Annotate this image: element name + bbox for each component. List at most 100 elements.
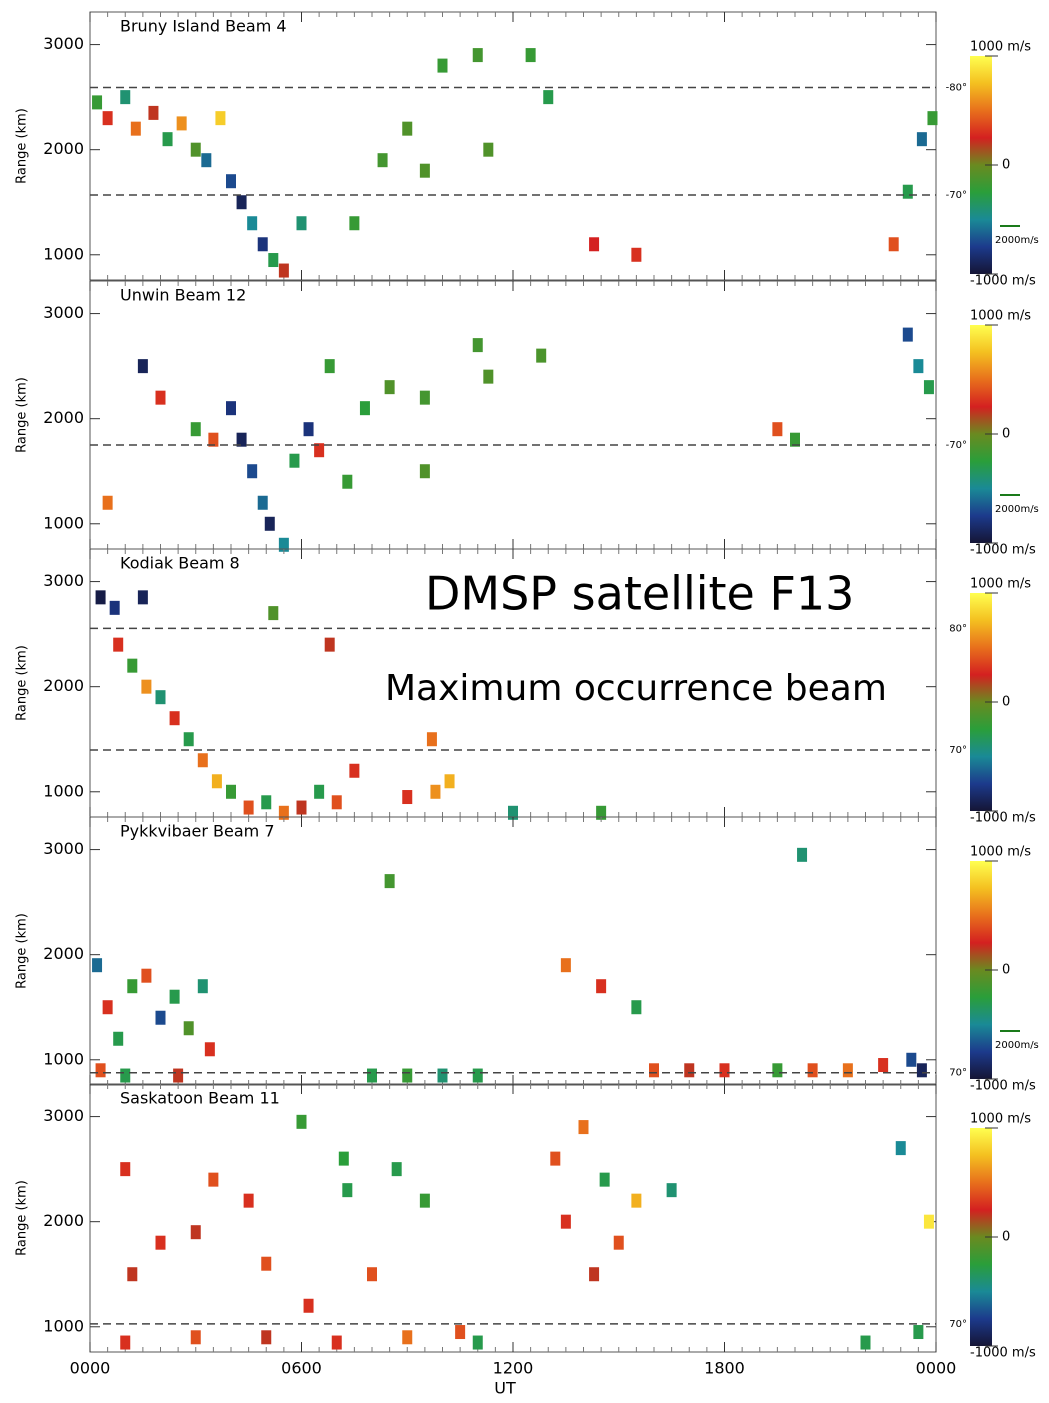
echo bbox=[895, 1141, 906, 1156]
echo bbox=[842, 1063, 853, 1078]
echo bbox=[190, 142, 201, 157]
colorbar-label: -1000 m/s bbox=[970, 811, 1036, 826]
colorbar-label: 1000 m/s bbox=[970, 309, 1031, 324]
echo bbox=[331, 795, 342, 810]
y-tick-label: 1000 bbox=[43, 781, 84, 800]
echo bbox=[148, 105, 159, 120]
y-axis-label: Range (km) bbox=[15, 645, 30, 721]
colorbar bbox=[970, 593, 992, 811]
plot-frame bbox=[89, 816, 937, 1086]
echo bbox=[596, 805, 607, 820]
echo bbox=[162, 132, 173, 147]
echo bbox=[402, 790, 413, 805]
echo bbox=[384, 380, 395, 395]
echo bbox=[391, 1162, 402, 1177]
y-tick-label: 2000 bbox=[43, 139, 84, 158]
echo bbox=[208, 432, 219, 447]
echo bbox=[201, 153, 212, 168]
echo bbox=[268, 606, 279, 621]
echo bbox=[169, 989, 180, 1004]
echo bbox=[127, 658, 138, 673]
y-tick-label: 3000 bbox=[43, 1106, 84, 1125]
plot-frame bbox=[89, 280, 937, 550]
echo bbox=[127, 979, 138, 994]
echo bbox=[324, 359, 335, 374]
panel-title: Saskatoon Beam 11 bbox=[120, 1089, 280, 1108]
echo bbox=[472, 1068, 483, 1083]
echo bbox=[236, 195, 247, 210]
echo bbox=[596, 979, 607, 994]
echo bbox=[289, 453, 300, 468]
echo bbox=[303, 1298, 314, 1313]
echo bbox=[296, 1114, 307, 1129]
y-tick-label: 1000 bbox=[43, 1316, 84, 1335]
echo bbox=[102, 1000, 113, 1015]
echo bbox=[419, 390, 430, 405]
latitude-label: 80° bbox=[949, 623, 967, 634]
echo bbox=[296, 800, 307, 815]
echo bbox=[719, 1063, 730, 1078]
echo bbox=[109, 600, 120, 615]
echo bbox=[437, 1068, 448, 1083]
latitude-label: -70° bbox=[946, 440, 967, 451]
echo bbox=[419, 1193, 430, 1208]
echo bbox=[95, 590, 106, 605]
echo bbox=[878, 1058, 889, 1073]
echo bbox=[508, 805, 518, 820]
echo bbox=[455, 1325, 466, 1340]
colorbar-label: 1000 m/s bbox=[970, 845, 1031, 860]
panel-title: Kodiak Beam 8 bbox=[120, 554, 240, 573]
echo bbox=[137, 359, 148, 374]
echo bbox=[560, 1214, 571, 1229]
echo bbox=[797, 847, 808, 862]
x-tick-label: 0600 bbox=[281, 1359, 322, 1378]
y-tick-label: 3000 bbox=[43, 34, 84, 53]
echo bbox=[860, 1335, 871, 1350]
echo bbox=[261, 1256, 272, 1271]
echo bbox=[197, 753, 208, 768]
echo bbox=[525, 48, 536, 63]
echo bbox=[183, 732, 194, 747]
echo bbox=[169, 711, 180, 726]
annotation: DMSP satellite F13 bbox=[425, 567, 854, 621]
echo bbox=[613, 1235, 624, 1250]
echo bbox=[261, 1330, 272, 1345]
echo bbox=[314, 784, 325, 799]
echo bbox=[296, 216, 307, 231]
y-tick-label: 2000 bbox=[43, 1211, 84, 1230]
annotation: Maximum occurrence beam bbox=[385, 668, 887, 709]
echo bbox=[92, 958, 103, 973]
colorbar-label: 0 bbox=[1002, 695, 1010, 710]
echo bbox=[902, 184, 913, 199]
echo bbox=[247, 216, 258, 231]
colorbar bbox=[970, 56, 992, 274]
echo bbox=[550, 1151, 561, 1166]
y-axis-label: Range (km) bbox=[15, 377, 30, 453]
echo bbox=[402, 1068, 413, 1083]
echo bbox=[155, 1235, 166, 1250]
echo bbox=[127, 1267, 138, 1282]
echo bbox=[772, 422, 783, 437]
echo bbox=[331, 1335, 342, 1350]
echo bbox=[631, 247, 642, 262]
echo bbox=[367, 1267, 377, 1282]
echo bbox=[102, 495, 113, 510]
echo bbox=[902, 327, 913, 342]
echo bbox=[402, 121, 413, 136]
echo bbox=[113, 1031, 124, 1046]
y-tick-label: 2000 bbox=[43, 408, 84, 427]
echo bbox=[342, 1183, 353, 1198]
echo bbox=[324, 637, 335, 652]
echo bbox=[472, 48, 483, 63]
echo bbox=[923, 1214, 934, 1229]
echo bbox=[888, 237, 899, 252]
colorbar-label: -1000 m/s bbox=[970, 274, 1036, 289]
echo bbox=[483, 142, 494, 157]
echo bbox=[916, 132, 927, 147]
echo bbox=[916, 1063, 927, 1078]
echo bbox=[257, 237, 268, 252]
echo bbox=[807, 1063, 818, 1078]
echo bbox=[649, 1063, 659, 1078]
echo bbox=[243, 800, 254, 815]
